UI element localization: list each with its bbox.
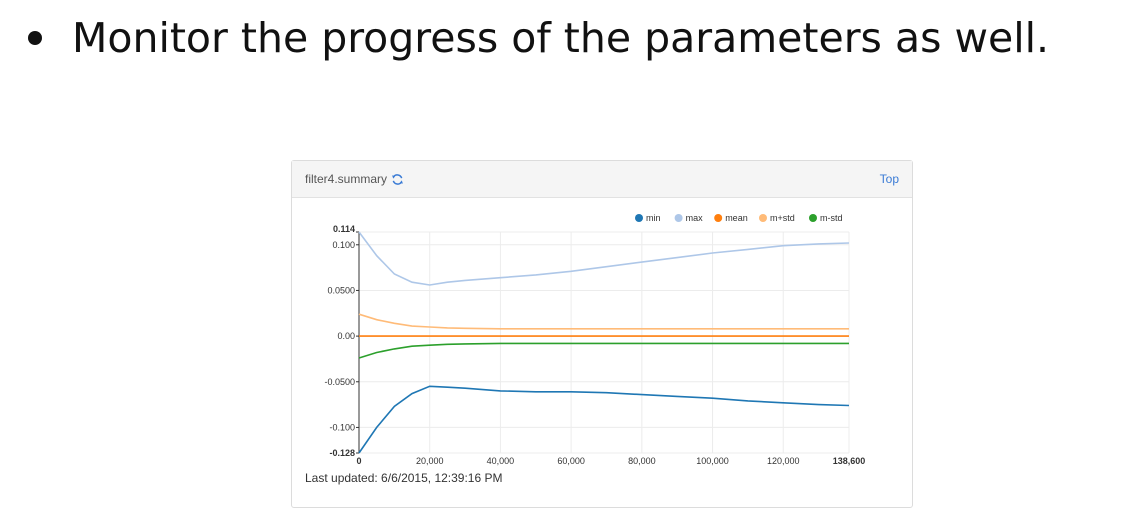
legend-marker xyxy=(759,214,767,222)
legend-marker xyxy=(674,214,683,222)
x-tick-label: 120,000 xyxy=(767,456,800,466)
series-line-max xyxy=(358,231,850,286)
series-line-m-std xyxy=(358,313,849,330)
line-chart: 0.114 0.100 0.0500 0.00 -0.0500 -0.100 -0.1280… xyxy=(324,213,866,466)
legend-label: min xyxy=(646,213,661,223)
y-tick-label: 0.0500 xyxy=(327,285,355,295)
last-updated-text: Last updated: 6/6/2015, 12:39:16 PM xyxy=(305,471,503,485)
y-tick-label: 0.114 xyxy=(333,224,355,234)
series-line-m-std xyxy=(358,342,849,359)
y-tick-label: 0.00 xyxy=(337,331,355,341)
panel-title-wrap: filter4.summary xyxy=(305,172,404,186)
x-tick-label: 138,600 xyxy=(833,456,866,466)
legend-marker xyxy=(809,214,817,222)
x-tick-label: 60,000 xyxy=(557,456,585,466)
y-tick-label: -0.0500 xyxy=(324,377,355,387)
bullet-dot-icon xyxy=(28,31,42,45)
bullet-text: Monitor the progress of the parameters a… xyxy=(72,14,1050,62)
y-tick-label: 0.100 xyxy=(332,240,355,250)
x-tick-label: 20,000 xyxy=(416,456,444,466)
top-link[interactable]: Top xyxy=(879,172,899,186)
x-tick-label: 80,000 xyxy=(628,456,656,466)
x-tick-label: 100,000 xyxy=(696,456,729,466)
x-tick-label: 40,000 xyxy=(487,456,515,466)
bullet-point: Monitor the progress of the parameters a… xyxy=(28,6,1049,70)
legend-label: max xyxy=(686,213,704,223)
series-line-min xyxy=(358,385,850,454)
legend-label: m-std xyxy=(820,213,843,223)
panel-header: filter4.summary Top xyxy=(292,161,912,198)
legend-label: mean xyxy=(725,213,748,223)
legend-marker xyxy=(635,214,643,222)
refresh-icon[interactable] xyxy=(391,173,404,186)
x-tick-label: 0 xyxy=(356,456,361,466)
y-tick-label: -0.128 xyxy=(329,448,355,458)
legend-marker xyxy=(714,214,723,222)
legend-label: m+std xyxy=(770,213,795,223)
panel-title: filter4.summary xyxy=(305,172,388,186)
chart-panel: filter4.summary Top 0.114 0.100 0.0500 0.00… xyxy=(291,160,913,508)
y-tick-label: -0.100 xyxy=(329,422,355,432)
